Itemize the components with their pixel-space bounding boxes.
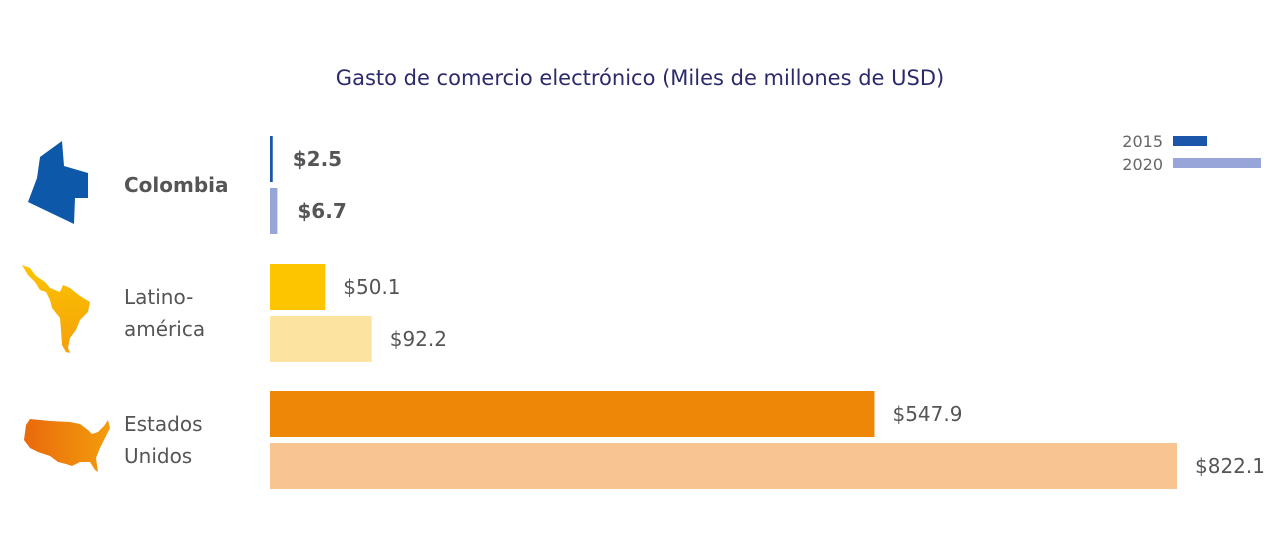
category-label: Estados <box>124 412 203 436</box>
bar-2020-1 <box>270 316 372 362</box>
usa-map-icon <box>24 419 110 472</box>
data-label: $50.1 <box>343 275 400 299</box>
chart-title: Gasto de comercio electrónico (Miles de … <box>336 66 944 90</box>
bar-2020-0 <box>270 188 278 234</box>
data-label: $547.9 <box>892 402 962 426</box>
category-label: Unidos <box>124 444 192 468</box>
data-label: $92.2 <box>390 327 447 351</box>
colombia-map-icon <box>28 141 88 224</box>
legend-label-2015: 2015 <box>1122 132 1163 151</box>
bar-2015-2 <box>270 391 875 437</box>
category-label: américa <box>124 317 205 341</box>
latin-america-map-icon <box>22 265 90 353</box>
legend-swatch-2015 <box>1173 136 1207 146</box>
data-label: $2.5 <box>293 147 342 171</box>
data-label: $822.1 <box>1195 454 1265 478</box>
data-label: $6.7 <box>297 199 346 223</box>
legend-swatch-2020 <box>1173 158 1261 168</box>
category-label: Latino- <box>124 285 193 309</box>
category-label: Colombia <box>124 173 229 197</box>
bar-2015-1 <box>270 264 326 310</box>
legend-label-2020: 2020 <box>1122 155 1163 174</box>
bar-2015-0 <box>270 136 273 182</box>
bar-2020-2 <box>270 443 1177 489</box>
